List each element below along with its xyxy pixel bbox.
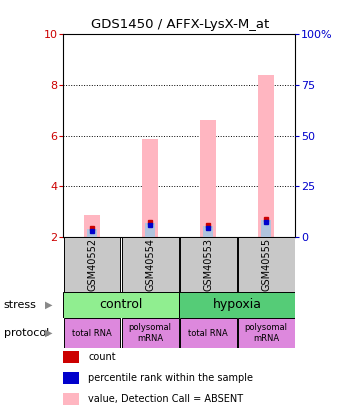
Bar <box>180 318 237 348</box>
Bar <box>238 318 294 348</box>
Text: count: count <box>88 352 116 362</box>
Bar <box>87 229 97 237</box>
Text: control: control <box>99 298 143 311</box>
Text: protocol: protocol <box>4 328 49 338</box>
Bar <box>203 226 213 237</box>
Bar <box>84 215 100 237</box>
Text: total RNA: total RNA <box>188 328 228 338</box>
Text: GSM40554: GSM40554 <box>145 238 155 291</box>
Bar <box>180 237 237 292</box>
Bar <box>200 121 216 237</box>
Text: stress: stress <box>4 300 36 310</box>
Bar <box>142 139 158 237</box>
Text: GSM40553: GSM40553 <box>203 238 213 291</box>
Bar <box>122 237 179 292</box>
Bar <box>122 318 179 348</box>
Text: ▶: ▶ <box>45 300 52 310</box>
Bar <box>179 292 295 318</box>
Bar <box>63 292 179 318</box>
Bar <box>258 75 274 237</box>
Text: hypoxia: hypoxia <box>213 298 262 311</box>
Bar <box>238 237 294 292</box>
Text: total RNA: total RNA <box>72 328 112 338</box>
Text: ▶: ▶ <box>45 328 52 338</box>
Bar <box>145 223 155 237</box>
Bar <box>64 237 121 292</box>
Text: percentile rank within the sample: percentile rank within the sample <box>88 373 253 383</box>
Text: value, Detection Call = ABSENT: value, Detection Call = ABSENT <box>88 394 243 404</box>
Bar <box>64 318 121 348</box>
Text: GSM40552: GSM40552 <box>87 238 97 291</box>
Text: GDS1450 / AFFX-LysX-M_at: GDS1450 / AFFX-LysX-M_at <box>91 18 269 31</box>
Bar <box>261 220 271 237</box>
Text: polysomal
mRNA: polysomal mRNA <box>245 324 288 343</box>
Text: GSM40555: GSM40555 <box>261 238 271 291</box>
Text: polysomal
mRNA: polysomal mRNA <box>129 324 172 343</box>
